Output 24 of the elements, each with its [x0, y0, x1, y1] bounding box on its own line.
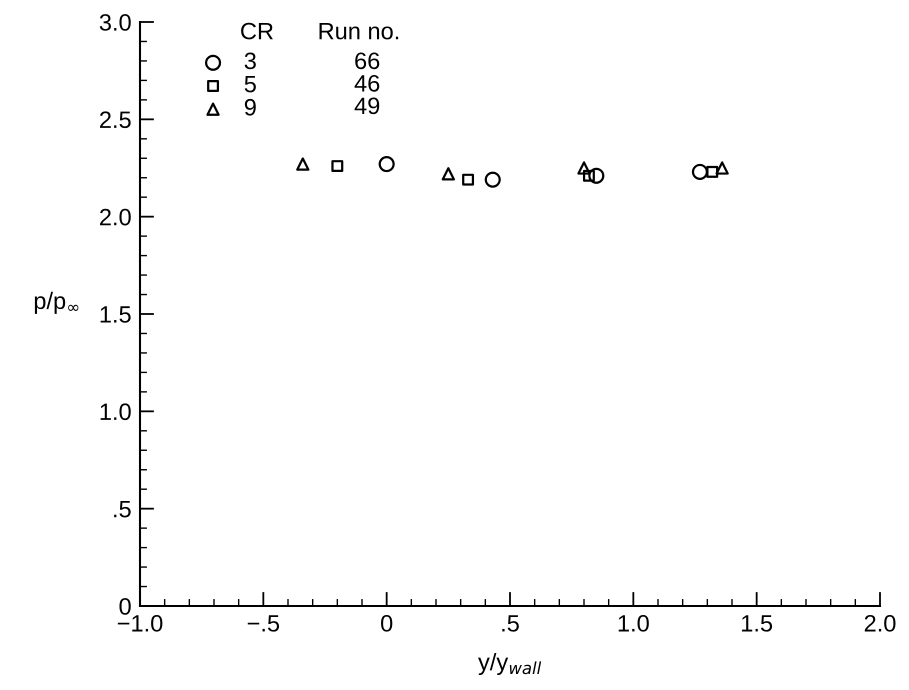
x-tick-label: 1.5: [742, 615, 772, 632]
annotation: 66: [355, 52, 380, 70]
x-tick-label: 2.0: [864, 614, 896, 632]
annotation: 49: [354, 97, 380, 114]
x-axis-title: y/y$_{wall}$: [478, 653, 542, 676]
annotation: Run no.: [320, 22, 398, 40]
legend-label: 3: [244, 52, 256, 70]
x-tick-label: −.5: [248, 615, 280, 632]
legend-label: 5: [244, 76, 256, 92]
x-tick-label: −1.0: [118, 614, 162, 632]
y-tick-label: 0: [119, 598, 131, 615]
y-axis-title: p/p$_{∞}$: [34, 292, 78, 314]
y-tick-label: 1.0: [100, 403, 131, 420]
y-tick-label: 2.0: [100, 208, 131, 226]
x-tick-label: .5: [502, 615, 519, 632]
x-tick-label: 0: [381, 614, 392, 632]
y-tick-label: 3.0: [100, 14, 131, 31]
y-tick-label: 1.5: [100, 306, 131, 323]
annotation: CR: [241, 22, 273, 40]
legend-label: 9: [244, 98, 256, 116]
y-tick-label: 2.5: [100, 111, 131, 128]
y-tick-label: .5: [114, 500, 131, 518]
annotation: 46: [354, 74, 380, 92]
x-tick-label: 1.0: [618, 614, 649, 632]
